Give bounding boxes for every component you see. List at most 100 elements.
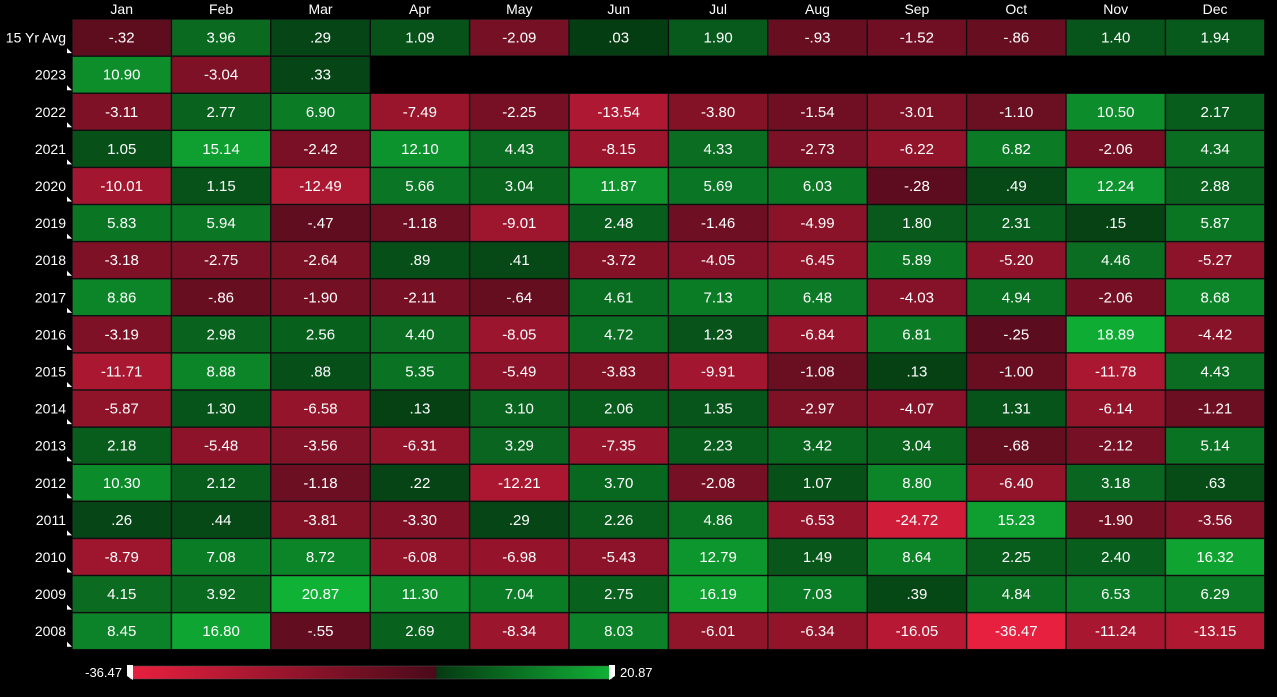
cell-value: 4.33 [703, 141, 732, 158]
heatmap-cell [668, 501, 768, 539]
cell-value: -6.14 [1099, 401, 1133, 418]
heatmap-cell [966, 501, 1066, 539]
heatmap-cell [469, 204, 569, 242]
heatmap-cell [569, 204, 669, 242]
heatmap-cell [370, 464, 470, 502]
heatmap-cell [867, 353, 967, 390]
heatmap-cell [370, 316, 470, 353]
cell-value: -6.34 [800, 623, 834, 640]
cell-value: 15.14 [202, 141, 240, 158]
cell-value: -5.27 [1198, 252, 1232, 269]
cell-value: -1.08 [800, 363, 834, 380]
heatmap-cell [668, 464, 768, 502]
cell-value: .39 [906, 586, 927, 603]
row-label: 2019 [35, 215, 66, 231]
cell-value: -6.58 [303, 401, 337, 418]
cell-value: 5.89 [902, 252, 931, 269]
cell-value: 6.90 [306, 104, 335, 121]
heatmap-cell [72, 390, 172, 427]
cell-value: -24.72 [896, 512, 939, 529]
heatmap-cell [966, 130, 1066, 168]
cell-value: 5.66 [405, 178, 434, 195]
column-header-dec: Dec [1203, 1, 1228, 17]
cell-value: -8.05 [502, 326, 536, 343]
cell-value: -.32 [109, 30, 135, 47]
heatmap-cell [1165, 278, 1265, 316]
cell-value: 1.31 [1002, 401, 1031, 418]
heatmap-cell [1066, 93, 1166, 131]
heatmap-cell [271, 353, 370, 390]
heatmap-cell [867, 93, 967, 131]
heatmap-cell [469, 278, 569, 316]
cell-value: 1.30 [206, 401, 235, 418]
heatmap-cell [966, 464, 1066, 502]
heatmap-cell [271, 390, 370, 427]
cell-value: 2.69 [405, 623, 434, 640]
row-marker [67, 493, 72, 499]
cell-value: 2.31 [1002, 215, 1031, 232]
cell-value: 3.70 [604, 475, 633, 492]
heatmap-cell [171, 464, 271, 502]
cell-value: -12.21 [498, 475, 541, 492]
cell-value: 2.56 [306, 326, 335, 343]
cell-value: -1.18 [403, 215, 437, 232]
cell-value: -4.42 [1198, 326, 1232, 343]
legend-max-handle[interactable] [609, 665, 615, 680]
heatmap-cell [768, 93, 867, 131]
cell-value: -4.03 [900, 289, 934, 306]
heatmap-cell [171, 612, 271, 650]
heatmap-cell [469, 575, 569, 613]
heatmap-cell [370, 93, 470, 131]
heatmap-cell [1165, 427, 1265, 464]
heatmap-cell [1066, 427, 1166, 464]
heatmap-cell [1066, 19, 1166, 56]
cell-value: 3.42 [803, 438, 832, 455]
heatmap-cell [569, 612, 669, 650]
heatmap-cell [768, 130, 867, 168]
heatmap-cell [867, 241, 967, 279]
cell-value: .13 [409, 401, 430, 418]
heatmap-cell [867, 612, 967, 650]
heatmap-cell [469, 353, 569, 390]
cell-value: -.47 [308, 215, 334, 232]
row-marker [67, 344, 72, 350]
cell-value: 16.19 [699, 586, 737, 603]
cell-value: 4.43 [505, 141, 534, 158]
row-label: 2022 [35, 104, 66, 120]
cell-value: -.86 [1003, 30, 1029, 47]
heatmap-cell [768, 204, 867, 242]
cell-value: 2.12 [206, 475, 235, 492]
heatmap-cell [271, 130, 370, 168]
cell-value: 5.87 [1200, 215, 1229, 232]
heatmap-cell [1165, 19, 1265, 56]
heatmap-cell [768, 427, 867, 464]
cell-value: 2.06 [604, 401, 633, 418]
heatmap-cell [668, 167, 768, 205]
heatmap-cell [1165, 241, 1265, 279]
heatmap-cell [1165, 204, 1265, 242]
heatmap-cell [72, 538, 172, 576]
cell-value: .29 [509, 512, 530, 529]
cell-value: 1.90 [703, 30, 732, 47]
cell-value: -9.91 [701, 363, 735, 380]
cell-value: -.28 [904, 178, 930, 195]
heatmap-cell [370, 130, 470, 168]
cell-value: -1.54 [800, 104, 834, 121]
heatmap-cell [72, 464, 172, 502]
cell-value: -3.01 [900, 104, 934, 121]
heatmap-cell [469, 538, 569, 576]
legend-min-handle[interactable] [127, 665, 133, 680]
heatmap-cell [668, 353, 768, 390]
heatmap-cell [569, 19, 669, 56]
column-header-apr: Apr [409, 1, 431, 17]
heatmap-cell [768, 612, 867, 650]
heatmap-cell [171, 575, 271, 613]
cell-value: 5.35 [405, 363, 434, 380]
column-header-oct: Oct [1005, 1, 1027, 17]
heatmap-cell [1165, 390, 1265, 427]
cell-value: 7.03 [803, 586, 832, 603]
row-marker [67, 419, 72, 425]
heatmap-cell [966, 575, 1066, 613]
heatmap-cell [171, 538, 271, 576]
heatmap-cell [569, 93, 669, 131]
